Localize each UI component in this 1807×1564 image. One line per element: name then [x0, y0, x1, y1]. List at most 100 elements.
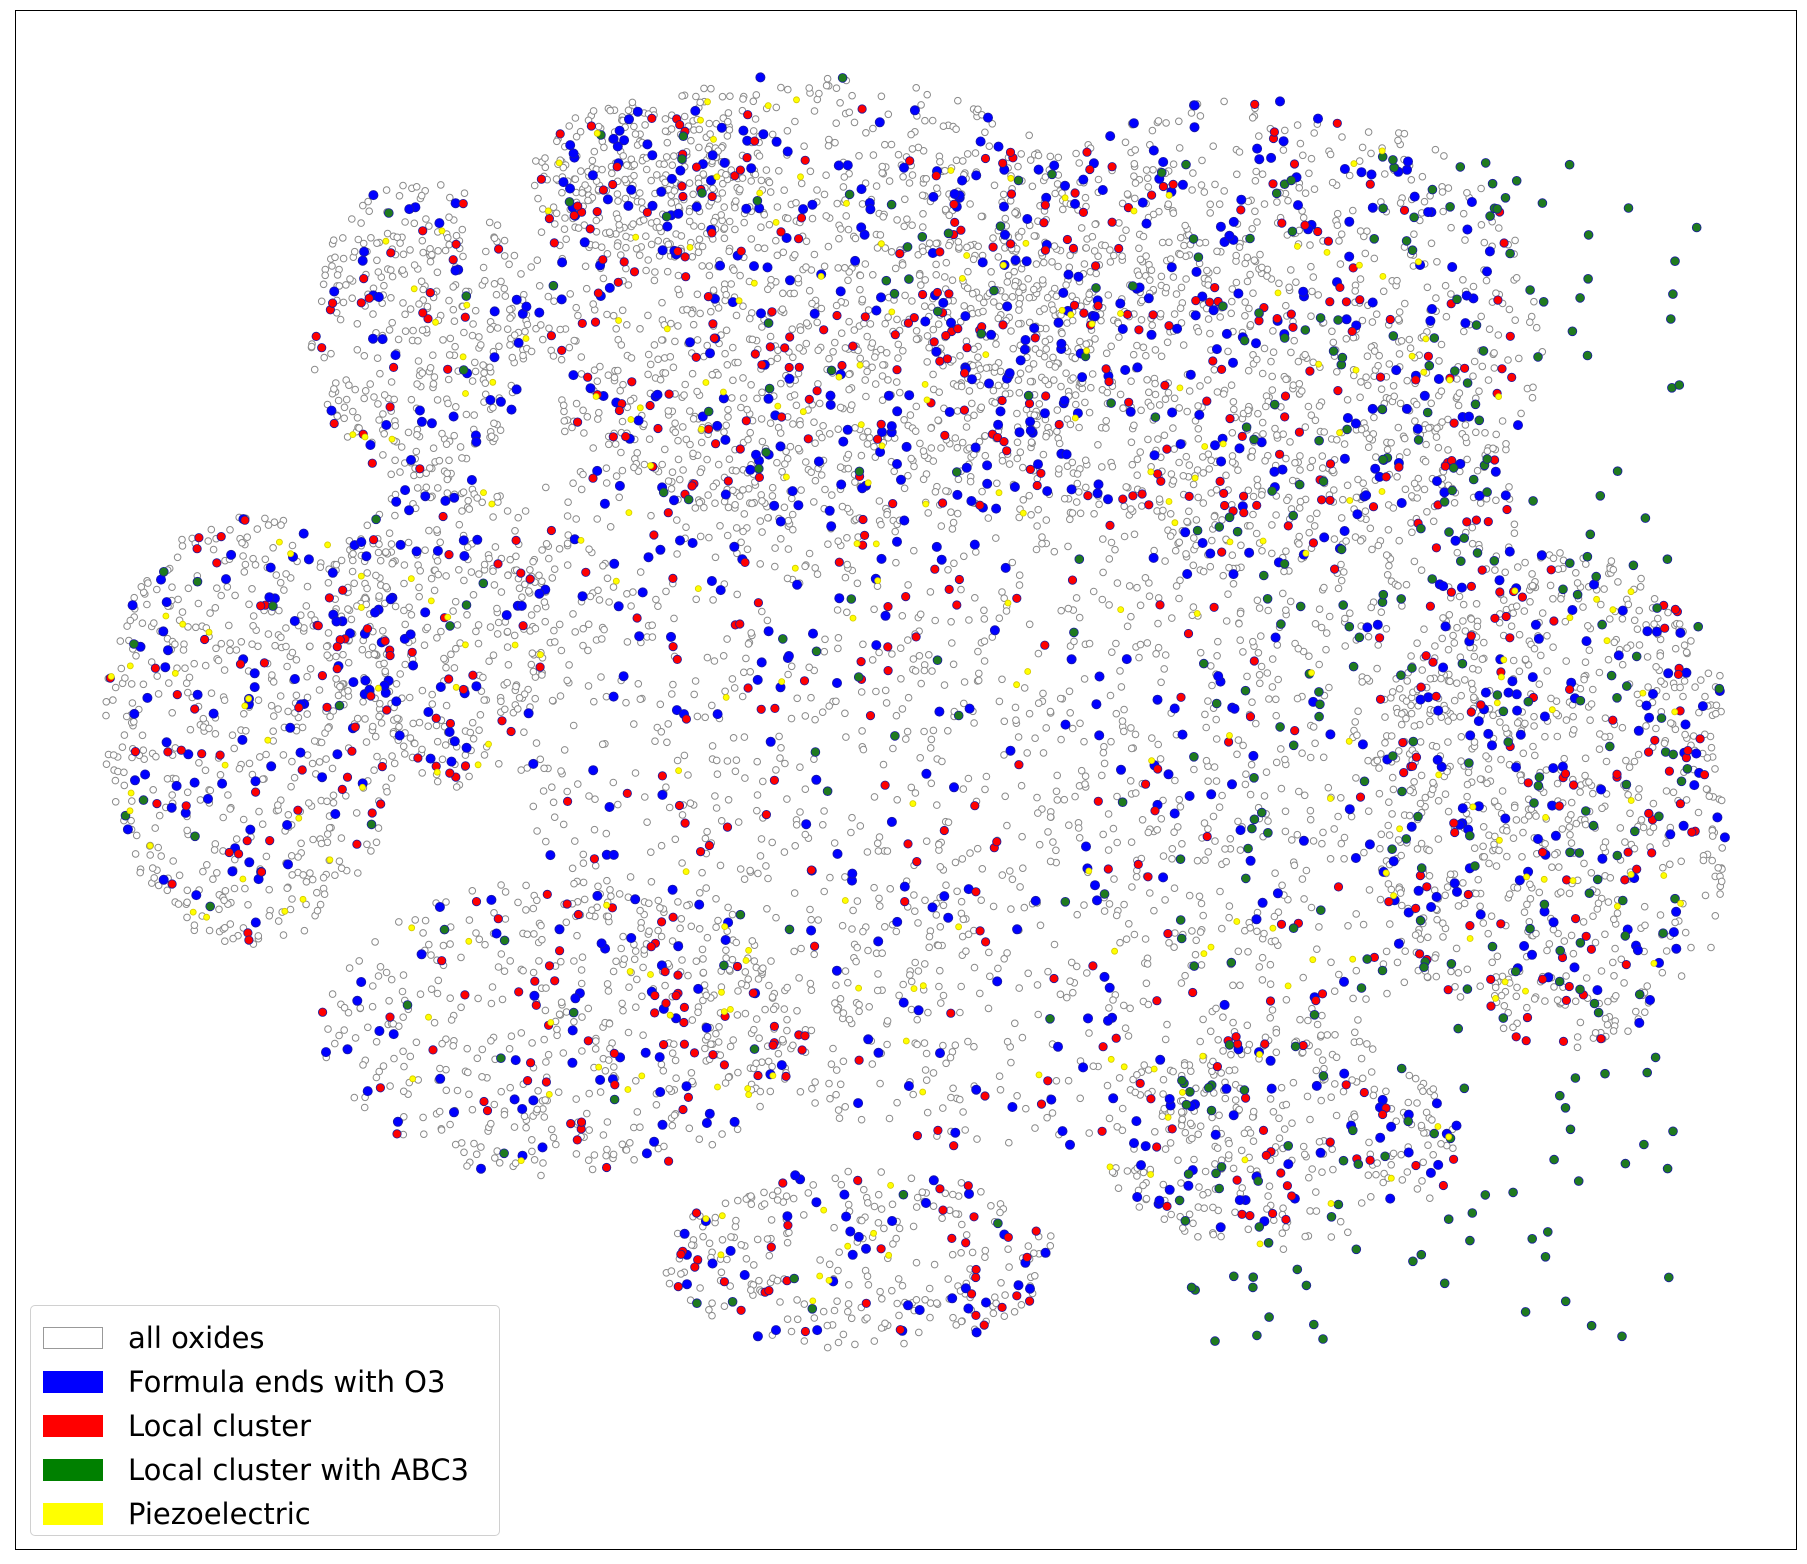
point-all-oxides — [923, 1108, 932, 1117]
point-all-oxides — [1351, 533, 1360, 541]
point-all-oxides — [696, 468, 705, 477]
point-all-oxides — [922, 1049, 931, 1058]
point-all-oxides — [1011, 703, 1020, 712]
point-all-oxides — [889, 744, 897, 753]
point-all-oxides — [1555, 863, 1563, 871]
point-all-oxides — [777, 379, 785, 388]
point-all-oxides — [1357, 378, 1365, 386]
point-all-oxides — [746, 668, 755, 676]
point-all-oxides — [870, 442, 878, 451]
point-all-oxides — [264, 630, 273, 638]
point-all-oxides — [630, 1123, 638, 1132]
point-all-oxides — [1075, 834, 1084, 842]
point-all-oxides — [1252, 529, 1261, 538]
point-all-oxides — [1320, 583, 1328, 592]
point-all-oxides — [1214, 637, 1222, 646]
point-all-oxides — [510, 251, 519, 260]
point-all-oxides — [720, 1302, 729, 1310]
point-all-oxides — [589, 107, 598, 115]
point-all-oxides — [734, 1068, 742, 1077]
point-all-oxides — [1025, 709, 1034, 718]
point-all-oxides — [453, 1086, 462, 1095]
point-all-oxides — [963, 243, 971, 252]
point-all-oxides — [1315, 605, 1324, 614]
point-all-oxides — [1187, 1067, 1195, 1075]
point-all-oxides — [1306, 1115, 1314, 1124]
point-all-oxides — [826, 430, 834, 438]
point-all-oxides — [374, 400, 382, 408]
point-all-oxides — [748, 335, 757, 344]
point-all-oxides — [767, 957, 775, 965]
point-all-oxides — [1204, 848, 1212, 856]
point-all-oxides — [290, 773, 299, 782]
point-all-oxides — [1233, 750, 1241, 759]
point-all-oxides — [1286, 597, 1295, 606]
point-all-oxides — [1585, 646, 1594, 655]
point-all-oxides — [875, 497, 884, 505]
point-all-oxides — [1080, 675, 1089, 683]
point-all-oxides — [258, 820, 267, 829]
point-all-oxides — [724, 413, 732, 421]
point-all-oxides — [1589, 685, 1597, 694]
point-all-oxides — [909, 1222, 918, 1231]
point-all-oxides — [595, 596, 604, 604]
point-all-oxides — [360, 1103, 369, 1112]
point-all-oxides — [1502, 440, 1510, 448]
point-all-oxides — [1137, 406, 1145, 415]
point-all-oxides — [810, 1314, 819, 1322]
point-all-oxides — [373, 256, 381, 265]
point-all-oxides — [521, 507, 530, 515]
point-all-oxides — [623, 638, 632, 646]
point-all-oxides — [910, 462, 918, 471]
point-all-oxides — [1105, 601, 1113, 609]
point-all-oxides — [692, 92, 700, 101]
point-all-oxides — [1000, 1312, 1009, 1320]
point-all-oxides — [925, 943, 934, 952]
point-all-oxides — [1258, 418, 1267, 427]
point-all-oxides — [853, 579, 862, 588]
point-all-oxides — [529, 802, 538, 811]
point-all-oxides — [1444, 717, 1452, 725]
point-all-oxides — [1282, 301, 1290, 310]
point-all-oxides — [530, 181, 539, 190]
point-all-oxides — [371, 732, 380, 741]
point-all-oxides — [1267, 357, 1275, 366]
point-all-oxides — [370, 393, 378, 401]
point-all-oxides — [1154, 740, 1162, 749]
point-all-oxides — [1273, 431, 1281, 439]
point-all-oxides — [415, 300, 423, 308]
point-all-oxides — [1260, 792, 1269, 800]
point-all-oxides — [398, 987, 407, 996]
point-all-oxides — [1413, 1099, 1421, 1107]
point-all-oxides — [823, 74, 832, 83]
point-all-oxides — [882, 699, 891, 707]
point-all-oxides — [870, 1337, 879, 1345]
point-all-oxides — [660, 160, 669, 168]
point-all-oxides — [833, 1297, 841, 1305]
point-all-oxides — [1367, 149, 1375, 158]
point-all-oxides — [1251, 177, 1260, 185]
point-all-oxides — [686, 440, 694, 449]
point-all-oxides — [566, 290, 575, 298]
point-all-oxides — [1040, 305, 1048, 313]
point-all-oxides — [1163, 1020, 1171, 1029]
point-all-oxides — [1282, 375, 1290, 384]
point-all-oxides — [831, 338, 839, 347]
point-all-oxides — [1519, 749, 1528, 758]
point-all-oxides — [844, 276, 852, 285]
point-all-oxides — [1431, 954, 1439, 962]
point-all-oxides — [1215, 200, 1224, 208]
point-all-oxides — [858, 295, 867, 304]
point-all-oxides — [636, 325, 644, 333]
point-all-oxides — [1123, 622, 1132, 631]
point-all-oxides — [949, 1190, 957, 1199]
point-all-oxides — [1530, 297, 1538, 306]
point-all-oxides — [1204, 777, 1212, 786]
point-all-oxides — [1398, 1176, 1407, 1184]
point-all-oxides — [994, 253, 1003, 261]
point-all-oxides — [921, 896, 929, 905]
point-all-oxides — [1225, 1066, 1233, 1075]
point-all-oxides — [559, 820, 568, 829]
point-all-oxides — [287, 782, 295, 791]
point-all-oxides — [755, 1276, 763, 1285]
